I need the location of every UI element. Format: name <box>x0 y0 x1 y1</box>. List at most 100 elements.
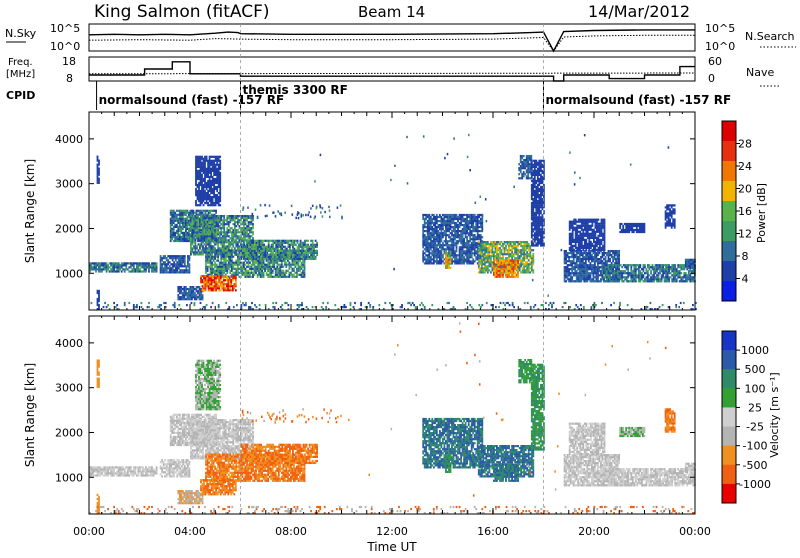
range-cell <box>173 228 175 230</box>
range-cell <box>220 277 222 279</box>
range-cell <box>198 249 200 251</box>
range-cell <box>164 263 166 265</box>
range-cell <box>205 279 207 281</box>
range-cell <box>214 219 216 221</box>
range-cell <box>173 230 175 232</box>
range-cell <box>156 270 158 272</box>
range-cell <box>204 219 206 221</box>
range-cell <box>215 174 217 176</box>
range-cell <box>477 228 479 230</box>
range-cell <box>204 176 206 178</box>
range-cell <box>427 248 429 250</box>
range-cell <box>538 180 540 182</box>
date-title: 14/Mar/2012 <box>588 2 690 21</box>
range-cell <box>214 256 216 258</box>
range-cell <box>184 255 186 257</box>
range-cell <box>246 231 248 233</box>
range-cell <box>200 172 202 174</box>
range-cell <box>205 262 207 264</box>
range-cell <box>234 219 236 221</box>
range-cell <box>225 270 227 272</box>
range-cell <box>177 232 179 234</box>
range-cell <box>245 233 247 235</box>
range-cell <box>214 215 216 217</box>
range-cell <box>313 248 315 250</box>
range-cell <box>235 217 237 219</box>
range-cell <box>235 270 237 272</box>
range-cell <box>223 225 225 227</box>
range-cell <box>477 214 479 216</box>
range-cell <box>205 217 207 219</box>
range-cell <box>148 268 150 270</box>
range-cell <box>214 258 216 260</box>
range-cell <box>214 243 216 245</box>
range-cell <box>205 254 207 256</box>
range-cell <box>216 162 218 164</box>
range-cell <box>252 217 254 219</box>
range-cell <box>226 227 228 229</box>
range-cell <box>531 168 533 170</box>
range-cell <box>436 228 438 230</box>
range-cell <box>436 256 438 258</box>
range-cell <box>248 233 250 235</box>
range-cell <box>514 243 516 245</box>
range-cell <box>204 180 206 182</box>
range-cell <box>217 229 219 231</box>
range-cell <box>239 221 241 223</box>
range-cell <box>206 188 208 190</box>
range-cell <box>219 162 221 164</box>
range-cell <box>272 252 274 254</box>
range-cell <box>225 233 227 235</box>
range-cell <box>201 176 203 178</box>
range-cell <box>504 243 506 245</box>
range-cell <box>164 271 166 273</box>
range-cell <box>538 226 540 228</box>
range-cell <box>450 228 452 230</box>
range-cell <box>474 260 476 262</box>
range-cell <box>204 182 206 184</box>
range-cell <box>293 274 295 276</box>
range-cell <box>526 251 528 253</box>
range-cell <box>271 258 273 260</box>
range-cell <box>214 239 216 241</box>
range-cell <box>498 272 500 274</box>
range-cell <box>498 243 500 245</box>
range-cell <box>519 269 521 271</box>
range-cell <box>266 252 268 254</box>
range-cell <box>231 247 233 249</box>
range-cell <box>235 281 237 283</box>
range-cell <box>214 266 216 268</box>
range-cell <box>190 245 192 247</box>
range-cell <box>248 270 250 272</box>
range-cell <box>225 254 227 256</box>
range-cell <box>524 167 526 169</box>
range-cell <box>487 249 489 251</box>
range-cell <box>189 257 191 259</box>
range-cell <box>445 236 447 238</box>
range-cell <box>229 272 231 274</box>
range-cell <box>304 242 306 244</box>
range-cell <box>219 182 221 184</box>
range-cell <box>263 262 265 264</box>
range-cell <box>263 272 265 274</box>
range-cell <box>430 248 432 250</box>
range-cell <box>205 241 207 243</box>
range-cell <box>445 232 447 234</box>
range-cell <box>484 253 486 255</box>
range-cell <box>200 160 202 162</box>
range-cell <box>202 245 204 247</box>
range-cell <box>98 292 100 294</box>
range-cell <box>195 231 197 233</box>
range-cell <box>98 290 100 292</box>
range-cell <box>521 157 523 159</box>
range-cell <box>447 222 449 224</box>
range-cell <box>307 244 309 246</box>
range-cell <box>183 234 185 236</box>
range-cell <box>448 230 450 232</box>
range-cell <box>178 267 180 269</box>
range-cell <box>481 224 483 226</box>
range-cell <box>224 289 226 291</box>
range-cell <box>424 224 426 226</box>
